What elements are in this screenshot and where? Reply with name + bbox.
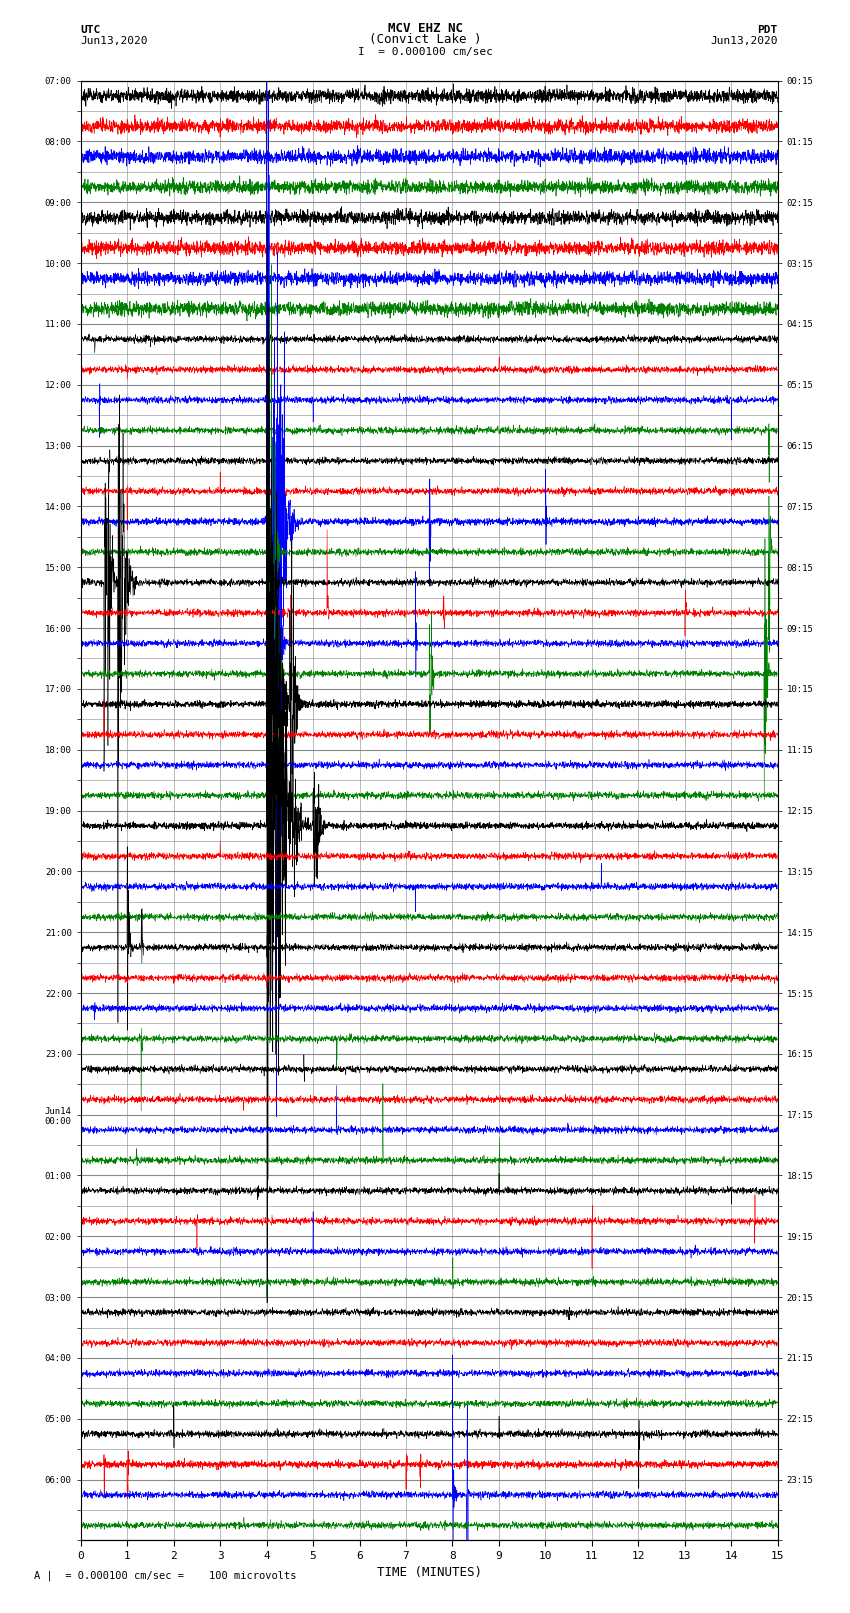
Text: I  = 0.000100 cm/sec: I = 0.000100 cm/sec	[358, 47, 492, 58]
X-axis label: TIME (MINUTES): TIME (MINUTES)	[377, 1566, 482, 1579]
Text: (Convict Lake ): (Convict Lake )	[369, 32, 481, 45]
Text: UTC: UTC	[81, 24, 101, 35]
Text: PDT: PDT	[757, 24, 778, 35]
Text: Jun13,2020: Jun13,2020	[711, 35, 778, 45]
Text: MCV EHZ NC: MCV EHZ NC	[388, 21, 462, 35]
Text: Jun13,2020: Jun13,2020	[81, 35, 148, 45]
Text: A |  = 0.000100 cm/sec =    100 microvolts: A | = 0.000100 cm/sec = 100 microvolts	[34, 1569, 297, 1581]
